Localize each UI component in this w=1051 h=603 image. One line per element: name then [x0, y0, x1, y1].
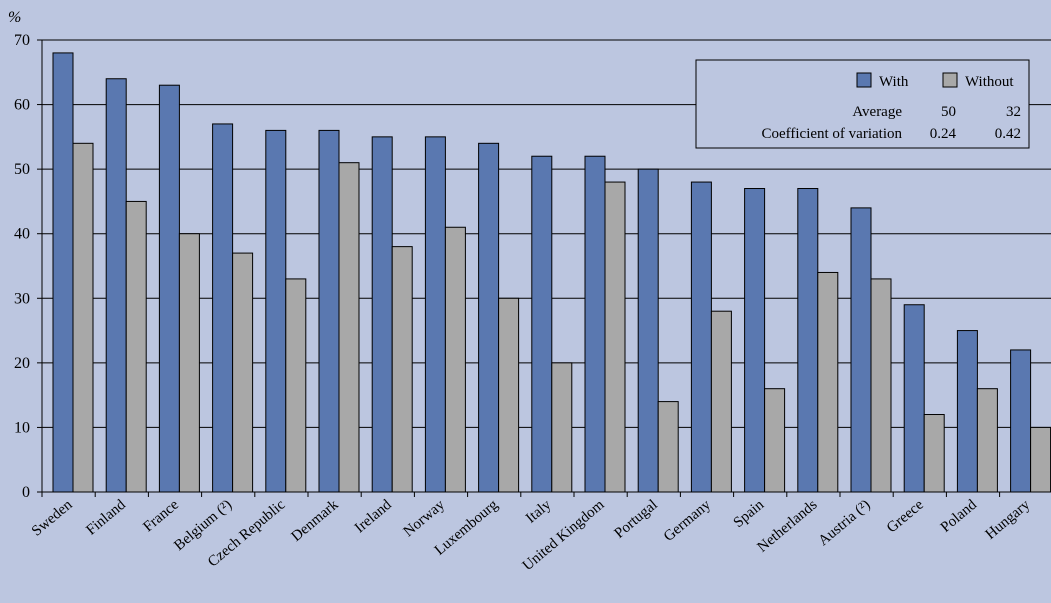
legend-label-without: Without	[965, 74, 1014, 90]
category-label: Finland	[83, 496, 129, 538]
category-label: France	[140, 497, 182, 536]
y-tick-labels: 0 10 20 30 40 50 60 70	[14, 32, 1001, 501]
legend-row-average-with: 50	[941, 104, 956, 120]
bar-with	[105, 78, 127, 493]
bar-with	[158, 84, 180, 493]
category-label: Austria (²)	[815, 497, 873, 549]
legend-row-average-without: 32	[1006, 104, 1021, 120]
legend-label-with: With	[879, 74, 909, 90]
bar-without	[604, 181, 626, 493]
bar-with	[531, 155, 553, 493]
bar-with	[265, 129, 287, 493]
bar-without	[285, 278, 307, 493]
bar-without	[391, 246, 413, 493]
category-label: Norway	[401, 496, 449, 540]
bar-with	[690, 181, 712, 493]
bar-with	[1010, 349, 1032, 493]
bar-with	[371, 136, 393, 493]
bar-without	[764, 388, 786, 493]
bar-without	[870, 278, 892, 493]
bar-without	[551, 362, 573, 493]
legend-row-cv-with: 0.24	[930, 126, 957, 142]
bar-without	[817, 271, 839, 493]
y-tick-label: 0	[22, 484, 30, 501]
bar-with	[478, 142, 500, 493]
y-axis-label: %	[8, 9, 21, 26]
bar-without	[232, 252, 254, 493]
bar-with	[744, 188, 766, 493]
category-label: Sweden	[29, 496, 76, 539]
bar-without	[1030, 426, 1051, 493]
category-label: Denmark	[289, 496, 342, 544]
bar-with	[584, 155, 606, 493]
bar-without	[125, 200, 147, 493]
y-tick-label: 40	[14, 226, 30, 243]
bars	[52, 52, 1051, 493]
category-label: Italy	[523, 496, 555, 526]
bar-without	[178, 233, 200, 493]
y-tick-label: 60	[14, 97, 30, 114]
bar-with	[637, 168, 659, 493]
bar-with	[318, 129, 340, 493]
bar-without	[710, 310, 732, 493]
y-tick-label: 20	[14, 355, 30, 372]
category-label: Portugal	[612, 497, 661, 542]
bar-without	[976, 388, 998, 493]
category-label: Greece	[884, 497, 927, 537]
bar-with	[903, 304, 925, 493]
category-label: Netherlands	[755, 497, 821, 556]
legend-row-average-label: Average	[852, 104, 902, 120]
legend: With Without Average 50 32 Coefficient o…	[695, 59, 1030, 149]
bar-with	[424, 136, 446, 493]
bar-with	[956, 330, 978, 493]
category-label: Spain	[731, 496, 768, 531]
y-tick-label: 70	[14, 32, 30, 49]
y-tick-label: 50	[14, 161, 30, 178]
legend-swatch-without	[942, 72, 958, 88]
category-label: Germany	[661, 496, 714, 544]
legend-row-cv-without: 0.42	[995, 126, 1021, 142]
bar-with	[212, 123, 234, 493]
legend-row-cv-label: Coefficient of variation	[761, 126, 902, 142]
bar-with	[52, 52, 74, 493]
y-tick-label: 10	[14, 419, 30, 436]
bar-without	[338, 162, 360, 493]
y-tick-label: 30	[14, 290, 30, 307]
bar-with	[850, 207, 872, 493]
legend-swatch-with	[856, 72, 872, 88]
bar-without	[72, 142, 94, 493]
category-label: Hungary	[983, 496, 1034, 542]
category-label: Poland	[938, 496, 981, 535]
category-label: Ireland	[352, 496, 395, 536]
bar-with	[797, 188, 819, 493]
bar-without	[444, 226, 466, 493]
bar-without	[498, 297, 520, 493]
bar-without	[923, 414, 945, 493]
bar-without	[657, 401, 679, 493]
